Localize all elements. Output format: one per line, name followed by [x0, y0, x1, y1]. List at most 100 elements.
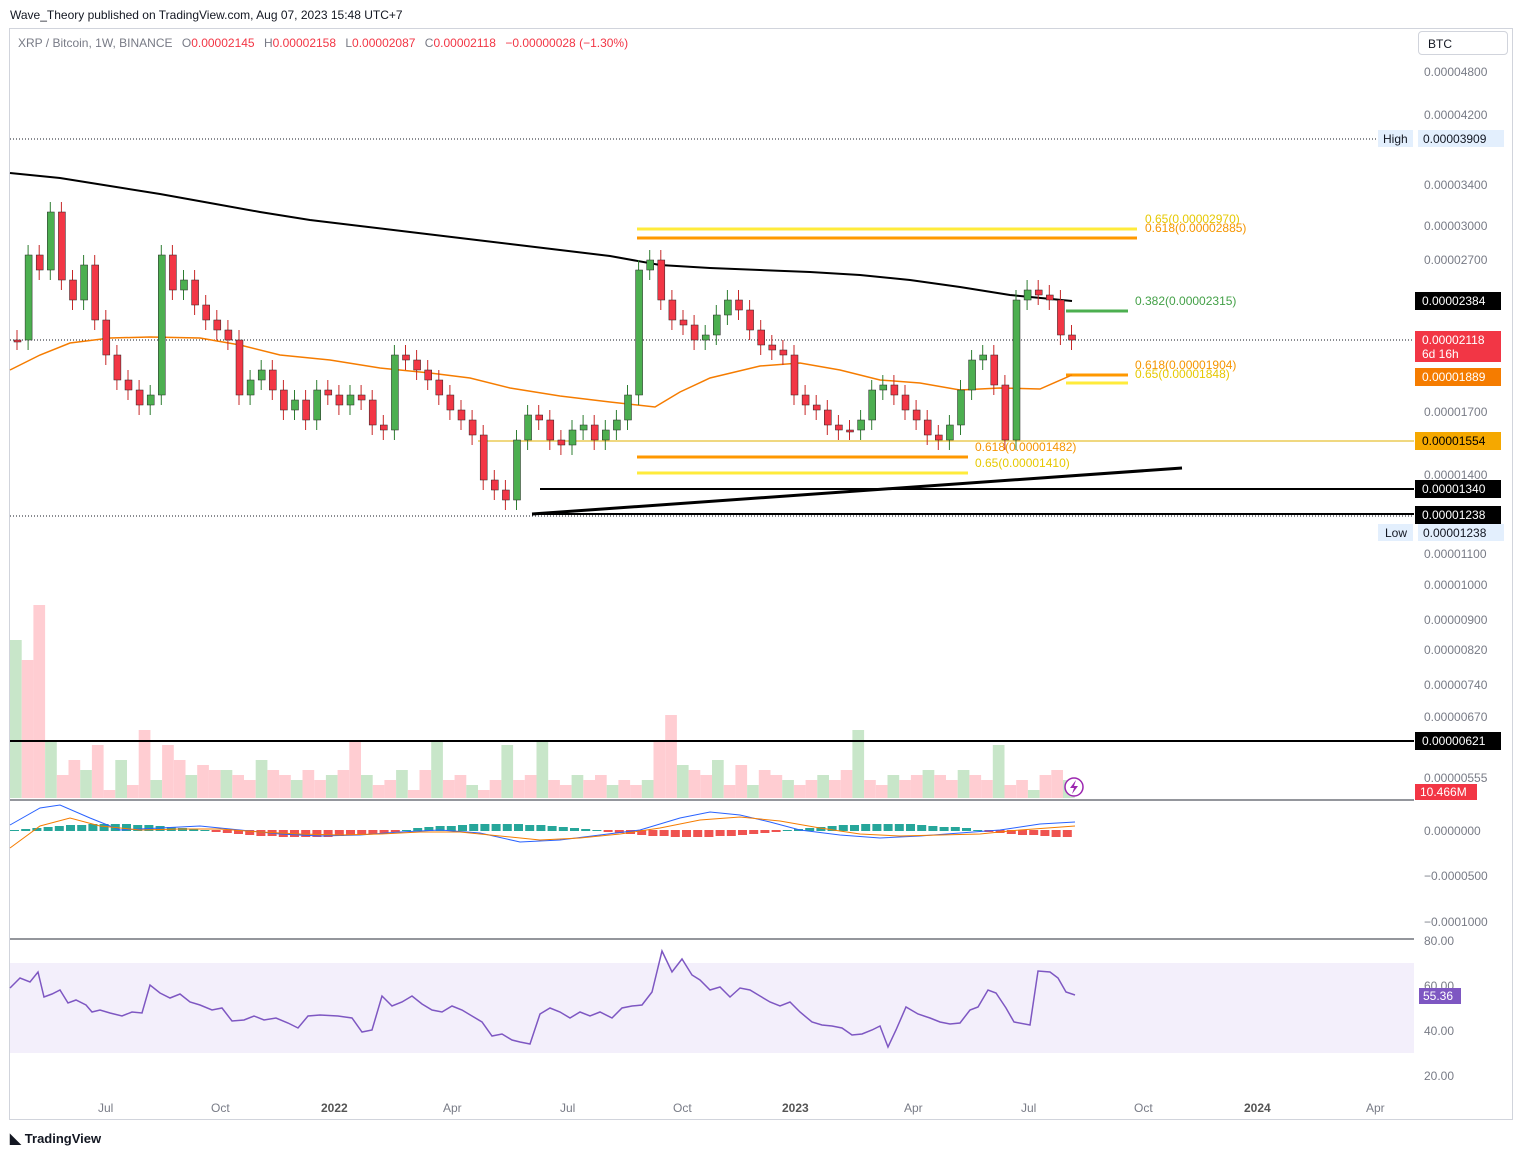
candle-body[interactable]: [824, 409, 832, 426]
candle-body[interactable]: [535, 414, 543, 421]
candle-body[interactable]: [768, 344, 777, 351]
candle-body[interactable]: [235, 339, 244, 396]
candle-body[interactable]: [557, 439, 566, 446]
candle-body[interactable]: [657, 259, 666, 301]
candle-body[interactable]: [457, 409, 466, 421]
symbol-legend[interactable]: XRP / Bitcoin, 1W, BINANCE O0.00002145 H…: [18, 36, 628, 50]
candle-body[interactable]: [946, 424, 954, 441]
candle-body[interactable]: [91, 264, 99, 321]
candle-body[interactable]: [979, 354, 987, 361]
candle-body[interactable]: [146, 394, 155, 406]
rising-trendline[interactable]: [531, 466, 1183, 516]
candle-body[interactable]: [391, 354, 399, 431]
symbol-name[interactable]: XRP / Bitcoin, 1W, BINANCE: [18, 36, 173, 50]
candle-body[interactable]: [1023, 289, 1032, 301]
candle-body[interactable]: [890, 384, 899, 396]
candle-body[interactable]: [857, 419, 865, 431]
candle-body[interactable]: [735, 299, 743, 311]
candle-body[interactable]: [424, 369, 432, 381]
candle-body[interactable]: [624, 394, 632, 421]
candle-body[interactable]: [191, 279, 199, 306]
candle-body[interactable]: [968, 359, 976, 391]
candle-body[interactable]: [491, 479, 499, 491]
candle-body[interactable]: [879, 384, 888, 391]
candle-body[interactable]: [502, 489, 510, 501]
candle-body[interactable]: [324, 389, 333, 396]
candle-body[interactable]: [590, 424, 599, 441]
candle-body[interactable]: [169, 254, 177, 291]
candle-body[interactable]: [801, 394, 810, 406]
candle-body[interactable]: [546, 419, 555, 441]
candle-body[interactable]: [180, 279, 188, 291]
candle-body[interactable]: [113, 354, 122, 381]
candle-body[interactable]: [158, 254, 166, 396]
candle-body[interactable]: [513, 439, 521, 501]
candle-body[interactable]: [790, 354, 799, 396]
candle-body[interactable]: [602, 429, 610, 441]
candle-body[interactable]: [957, 389, 965, 426]
candle-body[interactable]: [701, 334, 710, 341]
candlestick-series[interactable]: [13, 202, 1076, 510]
candle-body[interactable]: [812, 404, 821, 411]
candle-body[interactable]: [269, 369, 277, 391]
currency-button[interactable]: BTC: [1418, 31, 1508, 55]
candle-body[interactable]: [380, 424, 388, 431]
candle-body[interactable]: [713, 314, 721, 336]
lightning-icon[interactable]: [1064, 777, 1084, 797]
candle-body[interactable]: [568, 429, 577, 446]
candle-body[interactable]: [468, 419, 477, 436]
candle-body[interactable]: [135, 389, 144, 406]
candle-body[interactable]: [202, 304, 210, 321]
candle-body[interactable]: [868, 389, 876, 421]
tradingview-branding[interactable]: ◣ TradingView: [10, 1130, 101, 1147]
candle-body[interactable]: [47, 211, 55, 271]
candle-body[interactable]: [479, 434, 488, 481]
candle-body[interactable]: [35, 254, 44, 271]
candle-body[interactable]: [923, 419, 932, 436]
candle-body[interactable]: [646, 259, 654, 271]
candle-body[interactable]: [1012, 299, 1021, 441]
candle-body[interactable]: [213, 319, 222, 331]
candle-body[interactable]: [69, 279, 77, 301]
candle-body[interactable]: [1057, 299, 1065, 336]
candle-body[interactable]: [724, 299, 732, 316]
candle-body[interactable]: [690, 324, 699, 341]
candle-body[interactable]: [912, 409, 921, 421]
candle-body[interactable]: [635, 269, 643, 396]
candle-body[interactable]: [124, 379, 133, 391]
candle-body[interactable]: [1046, 294, 1054, 301]
candle-body[interactable]: [613, 419, 621, 431]
candle-body[interactable]: [291, 399, 299, 411]
candle-body[interactable]: [779, 349, 788, 356]
candle-body[interactable]: [846, 429, 854, 433]
candle-body[interactable]: [990, 354, 999, 386]
candle-body[interactable]: [246, 379, 255, 396]
candle-body[interactable]: [80, 264, 88, 301]
candle-body[interactable]: [102, 319, 111, 356]
candle-body[interactable]: [835, 424, 843, 431]
candle-body[interactable]: [368, 399, 377, 426]
candle-body[interactable]: [335, 394, 344, 406]
candle-body[interactable]: [402, 354, 410, 361]
candle-body[interactable]: [446, 394, 455, 411]
candle-body[interactable]: [24, 254, 33, 341]
candle-body[interactable]: [313, 389, 321, 421]
candle-body[interactable]: [224, 329, 233, 341]
candle-body[interactable]: [668, 299, 677, 321]
candle-body[interactable]: [346, 394, 355, 406]
candle-body[interactable]: [746, 309, 754, 331]
candle-body[interactable]: [257, 369, 266, 381]
candle-body[interactable]: [524, 414, 532, 441]
candle-body[interactable]: [579, 424, 588, 431]
candle-body[interactable]: [58, 211, 66, 281]
candle-body[interactable]: [302, 399, 310, 421]
candle-body[interactable]: [1034, 289, 1043, 296]
candle-body[interactable]: [1001, 384, 1010, 441]
candle-body[interactable]: [679, 319, 688, 326]
candle-body[interactable]: [413, 359, 421, 371]
candle-body[interactable]: [280, 389, 288, 411]
candle-body[interactable]: [13, 339, 22, 343]
candle-body[interactable]: [935, 434, 943, 441]
candle-body[interactable]: [757, 329, 765, 346]
